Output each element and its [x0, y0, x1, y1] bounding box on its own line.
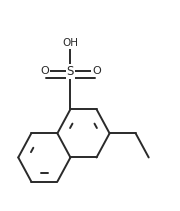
Text: O: O: [40, 66, 49, 76]
Text: OH: OH: [62, 38, 78, 48]
Text: O: O: [92, 66, 101, 76]
Text: S: S: [67, 65, 74, 78]
